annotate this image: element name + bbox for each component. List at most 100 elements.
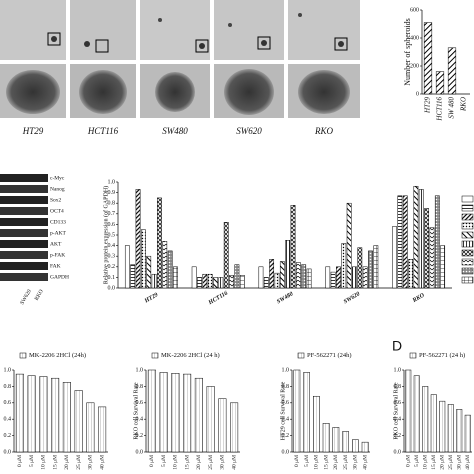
blot-label: p-AKT [50, 230, 67, 236]
x-tick-label: 0 μM [149, 455, 155, 467]
bar [274, 272, 280, 289]
x-tick-label: 25 μM [208, 455, 214, 470]
blot-lane-label: SW620 [19, 288, 33, 306]
x-tick-label: 15 μM [323, 455, 329, 470]
western-blot: c-Myc Nanog Sox2 OCT4 CD133 p-AKT AKT p-FAK FAK G… [0, 174, 69, 306]
x-tick-label: 20 μM [440, 455, 446, 470]
x-tick-label: HT29 [143, 292, 159, 305]
legend-label: MK-2206 2HCl (24h) [29, 352, 86, 359]
y-tick-label: 0.7 [108, 211, 116, 217]
bar [408, 259, 413, 289]
y-axis-label: HT29 cell Survival Rate [280, 381, 286, 440]
bar [439, 400, 446, 453]
y-axis-label: Number of spheroids [403, 18, 412, 86]
x-tick-label: 20 μM [64, 455, 70, 470]
bar [98, 406, 107, 453]
y-tick-label: 200 [410, 63, 419, 69]
y-tick-label: 0 [416, 91, 419, 97]
legend-swatch [151, 352, 159, 359]
bar [397, 195, 403, 289]
bar [171, 373, 180, 453]
bar [373, 245, 379, 289]
legend-swatch [461, 249, 474, 257]
bar [352, 266, 357, 289]
blot-label: Sox2 [50, 197, 62, 203]
bar [167, 250, 173, 289]
y-tick-label: 0.0 [282, 449, 290, 455]
y-tick-label: 0.0 [108, 285, 116, 291]
bar [173, 266, 178, 289]
blot-band [0, 251, 48, 259]
bar [213, 277, 218, 289]
y-axis-label: RKO cell Survival Rate [393, 382, 399, 439]
x-tick-label: 30 μM [220, 455, 226, 470]
x-tick-label: 25 μM [76, 455, 82, 470]
bar [435, 71, 445, 95]
bar [285, 240, 291, 289]
x-tick-label: 40 μM [231, 455, 237, 470]
y-tick-label: 0.4 [108, 243, 116, 249]
bar [258, 266, 264, 289]
bar [146, 255, 152, 289]
blot-label: FAK [50, 263, 61, 269]
bar [342, 431, 349, 453]
bar [293, 369, 301, 453]
y-tick-label: 0.8 [136, 384, 144, 390]
bar [124, 245, 130, 289]
bar [130, 264, 136, 289]
bar [330, 271, 336, 289]
image-label: SW620 [236, 126, 262, 136]
x-tick-label: 10 μM [314, 455, 320, 470]
blot-label: CD133 [50, 219, 66, 225]
blot-band [0, 240, 48, 248]
bar [430, 394, 437, 453]
bar [464, 414, 471, 453]
legend-swatch [461, 276, 474, 284]
x-tick-label: RKO [411, 292, 426, 304]
x-tick-label: 0 μM [294, 455, 300, 467]
y-tick-label: 0.8 [4, 384, 12, 390]
bar [279, 261, 285, 289]
x-tick-label: SW480 [276, 291, 294, 305]
bar [159, 372, 168, 453]
image-label: HCT116 [87, 126, 119, 136]
bar [140, 229, 146, 289]
x-tick-label: 5 μM [29, 455, 35, 467]
x-tick-label: 15 μM [52, 455, 58, 470]
x-tick-label: 40 μM [99, 455, 105, 470]
blot-label: Nanog [50, 186, 65, 192]
bar [392, 226, 397, 289]
bar [183, 373, 192, 453]
y-tick-label: 0.6 [394, 400, 402, 406]
x-tick-label: HCT116 [436, 97, 444, 122]
bar [157, 197, 162, 289]
bar [206, 386, 215, 453]
bar [413, 375, 420, 453]
x-tick-label: 15 μM [431, 455, 437, 470]
bar [413, 185, 419, 289]
bar [223, 222, 229, 289]
bar [191, 266, 197, 289]
legend-swatch [461, 195, 474, 203]
y-tick-label: 0.1 [108, 275, 116, 281]
x-tick-label: 15 μM [184, 455, 190, 470]
y-tick-label: 0.8 [108, 201, 116, 207]
x-tick-label: 30 μM [353, 455, 359, 470]
bar [405, 369, 412, 453]
x-tick-label: 20 μM [196, 455, 202, 470]
blot-band [0, 174, 48, 182]
legend-swatch [461, 222, 474, 230]
blot-band [0, 218, 48, 226]
blot-band [0, 262, 48, 270]
x-tick-label: 0 μM [17, 455, 23, 467]
blot-band [0, 229, 48, 237]
y-tick-label: 0.0 [4, 449, 12, 455]
x-tick-label: 10 μM [423, 455, 429, 470]
bar [447, 404, 454, 453]
bar [51, 377, 60, 453]
x-tick-label: 10 μM [41, 455, 47, 470]
x-tick-label: 40 μM [362, 455, 368, 470]
bar [218, 398, 227, 453]
y-tick-label: 0.4 [136, 417, 144, 423]
blot-band [0, 273, 48, 281]
